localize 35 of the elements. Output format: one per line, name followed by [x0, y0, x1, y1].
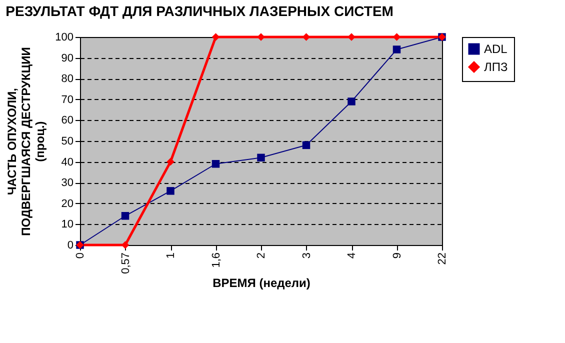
x-tick-label: 0,57 [120, 252, 132, 274]
x-tick-label: 1,6 [210, 252, 222, 268]
y-tick-label: 20 [61, 198, 74, 210]
point [257, 154, 265, 162]
chart-title: РЕЗУЛЬТАТ ФДТ ДЛЯ РАЗЛИЧНЫХ ЛАЗЕРНЫХ СИСТЕМ [6, 3, 394, 19]
x-tick-label: 3 [300, 252, 313, 259]
point [392, 46, 401, 54]
point [348, 98, 356, 106]
point [121, 212, 130, 220]
x-tick-label: 2 [256, 252, 268, 259]
x-tick-label: 0 [74, 252, 86, 259]
y-tick-label: 60 [61, 114, 74, 127]
y-tick-label: 70 [61, 94, 74, 106]
y-tick-label: 90 [61, 52, 74, 64]
legend-label: ADL [484, 42, 508, 56]
y-tick-label: 100 [55, 32, 74, 44]
point [257, 33, 265, 41]
x-tick-label: 9 [391, 252, 404, 259]
x-axis-title: ВРЕМЯ (недели) [212, 276, 310, 290]
y-tick-label: 40 [61, 156, 74, 168]
y-axis-title: ЧАСТЬ ОПУХОЛИ, ПОДВЕРГШАЯСЯ ДЕСТРУКЦИИ (проц.) [5, 47, 48, 236]
y-tick-label: 10 [61, 218, 74, 231]
point [302, 141, 310, 150]
y-tick-label: 50 [61, 136, 74, 148]
point [166, 158, 174, 166]
y-tick-label: 0 [67, 240, 74, 252]
point [212, 160, 220, 168]
point [348, 33, 356, 41]
legend-label: ЛПЗ [484, 60, 508, 74]
x-tick-label: 4 [346, 252, 358, 259]
y-tick-label: 80 [61, 73, 74, 86]
x-tick-label: 22 [436, 252, 448, 265]
point [166, 187, 174, 195]
x-tick-label: 1 [165, 252, 177, 259]
y-tick-label: 30 [61, 177, 74, 190]
